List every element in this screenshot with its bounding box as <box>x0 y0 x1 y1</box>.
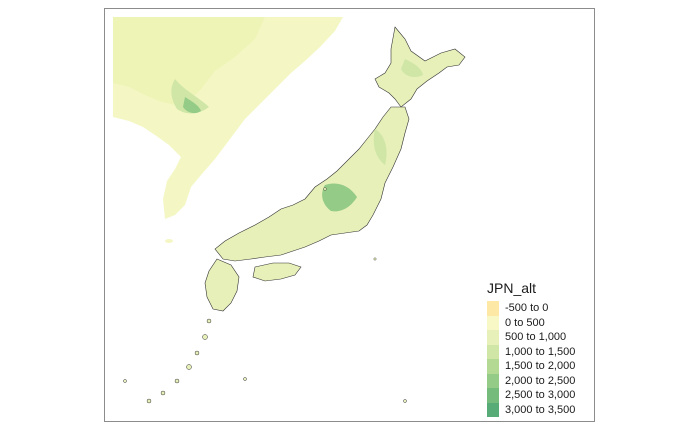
mainland-highland <box>113 17 265 105</box>
legend-swatch <box>487 402 499 417</box>
elevation-map <box>113 17 466 404</box>
honshu-island <box>214 106 410 262</box>
legend-swatch <box>487 359 499 374</box>
legend-item: 3,000 to 3,500 <box>487 402 587 417</box>
legend-item: 1,000 to 1,500 <box>487 344 587 359</box>
legend-item: 2,000 to 2,500 <box>487 373 587 388</box>
kyushu-island <box>204 258 240 312</box>
legend-item: -500 to 0 <box>487 301 587 316</box>
offshore-islet <box>323 187 327 191</box>
legend-swatch <box>487 373 499 388</box>
legend-item: 500 to 1,000 <box>487 330 587 345</box>
ryukyu-islands <box>123 318 407 404</box>
legend-swatch <box>487 330 499 345</box>
legend-label: 0 to 500 <box>505 316 545 329</box>
hokkaido-highland <box>401 59 423 77</box>
map-legend: JPN_alt -500 to 0 0 to 500 500 to 1,000 … <box>487 279 587 417</box>
mainland-peak <box>183 97 201 114</box>
hokkaido-island <box>374 26 466 108</box>
legend-label: 500 to 1,000 <box>505 331 567 344</box>
legend-items: -500 to 0 0 to 500 500 to 1,000 1,000 to… <box>487 301 587 417</box>
honshu-north-ridge <box>373 129 387 165</box>
offshore-islet <box>373 257 377 261</box>
legend-swatch <box>487 315 499 330</box>
legend-title: JPN_alt <box>487 280 537 296</box>
legend-item: 1,500 to 2,000 <box>487 359 587 374</box>
mainland-mountain-band <box>171 79 209 114</box>
legend-swatch <box>487 388 499 403</box>
legend-item: 2,500 to 3,000 <box>487 388 587 403</box>
legend-swatch <box>487 344 499 359</box>
jeju-island <box>165 239 173 243</box>
legend-item: 0 to 500 <box>487 315 587 330</box>
legend-label: 2,000 to 2,500 <box>505 374 576 387</box>
legend-label: -500 to 0 <box>505 302 549 315</box>
honshu-alps <box>322 183 357 212</box>
legend-label: 1,000 to 1,500 <box>505 345 576 358</box>
legend-swatch <box>487 301 499 316</box>
legend-label: 1,500 to 2,000 <box>505 360 576 373</box>
legend-label: 2,500 to 3,000 <box>505 389 576 402</box>
shikoku-island <box>252 262 302 282</box>
map-panel <box>104 8 595 422</box>
legend-label: 3,000 to 3,500 <box>505 403 576 416</box>
